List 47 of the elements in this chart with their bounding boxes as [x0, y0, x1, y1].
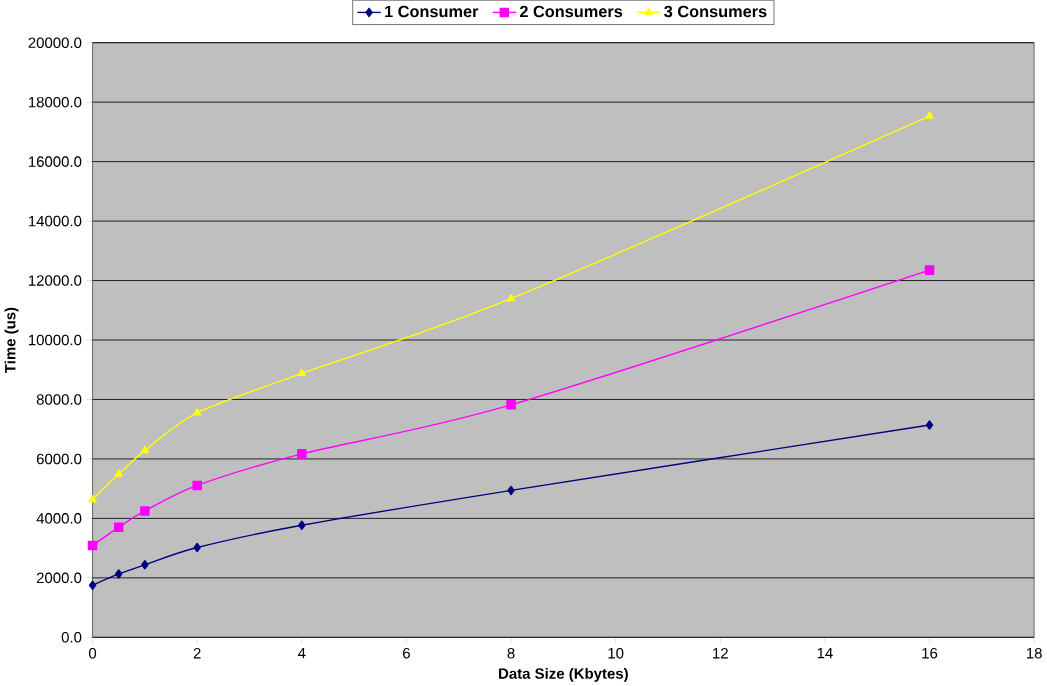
y-tick-label: 8000.0	[36, 394, 82, 405]
point	[114, 569, 123, 579]
y-tick-label: 0.0	[61, 631, 82, 643]
x-tick-label: 0	[88, 647, 97, 659]
point	[507, 485, 515, 496]
point	[192, 480, 202, 490]
x-tick-label: 4	[297, 647, 306, 659]
x-tick-label: 8	[507, 647, 515, 659]
legend-label: 2 Consumers	[519, 5, 623, 18]
point	[140, 506, 150, 516]
x-tick-label: 18	[1026, 647, 1042, 659]
x-tick-label: 2	[193, 647, 201, 659]
point	[141, 559, 149, 570]
point	[88, 580, 97, 590]
point	[297, 368, 307, 376]
y-tick-label: 16000.0	[28, 156, 82, 167]
point	[88, 494, 97, 503]
y-tick-label: 12000.0	[28, 275, 82, 286]
x-axis-title: Data Size (Kbytes)	[499, 667, 628, 682]
x-tick-label: 12	[713, 647, 728, 659]
point	[193, 542, 201, 553]
x-tick-label: 14	[817, 647, 833, 659]
point	[298, 520, 306, 530]
point	[297, 448, 307, 459]
y-tick-label: 18000.0	[28, 96, 82, 108]
legend-label: 1 Consumer	[385, 5, 479, 18]
point	[114, 469, 123, 477]
y-tick-label: 4000.0	[36, 512, 82, 524]
point	[506, 293, 516, 302]
point	[113, 522, 124, 532]
point	[925, 420, 934, 430]
x-tick-label: 16	[922, 647, 938, 659]
legend-label: 3 Consumers	[664, 5, 767, 18]
y-tick-label: 2000.0	[36, 572, 82, 583]
x-tick-label: 10	[608, 647, 624, 659]
x-tick-label: 6	[403, 647, 410, 659]
point	[924, 265, 935, 275]
point	[506, 399, 516, 410]
point	[925, 111, 934, 119]
y-tick-label: 6000.0	[36, 453, 82, 465]
point	[140, 445, 150, 454]
point	[192, 407, 202, 416]
y-axis-title: Time (us)	[4, 307, 19, 373]
y-tick-label: 20000.0	[28, 37, 82, 48]
y-tick-label: 14000.0	[28, 215, 82, 227]
y-tick-label: 10000.0	[28, 334, 82, 346]
point	[87, 540, 98, 551]
